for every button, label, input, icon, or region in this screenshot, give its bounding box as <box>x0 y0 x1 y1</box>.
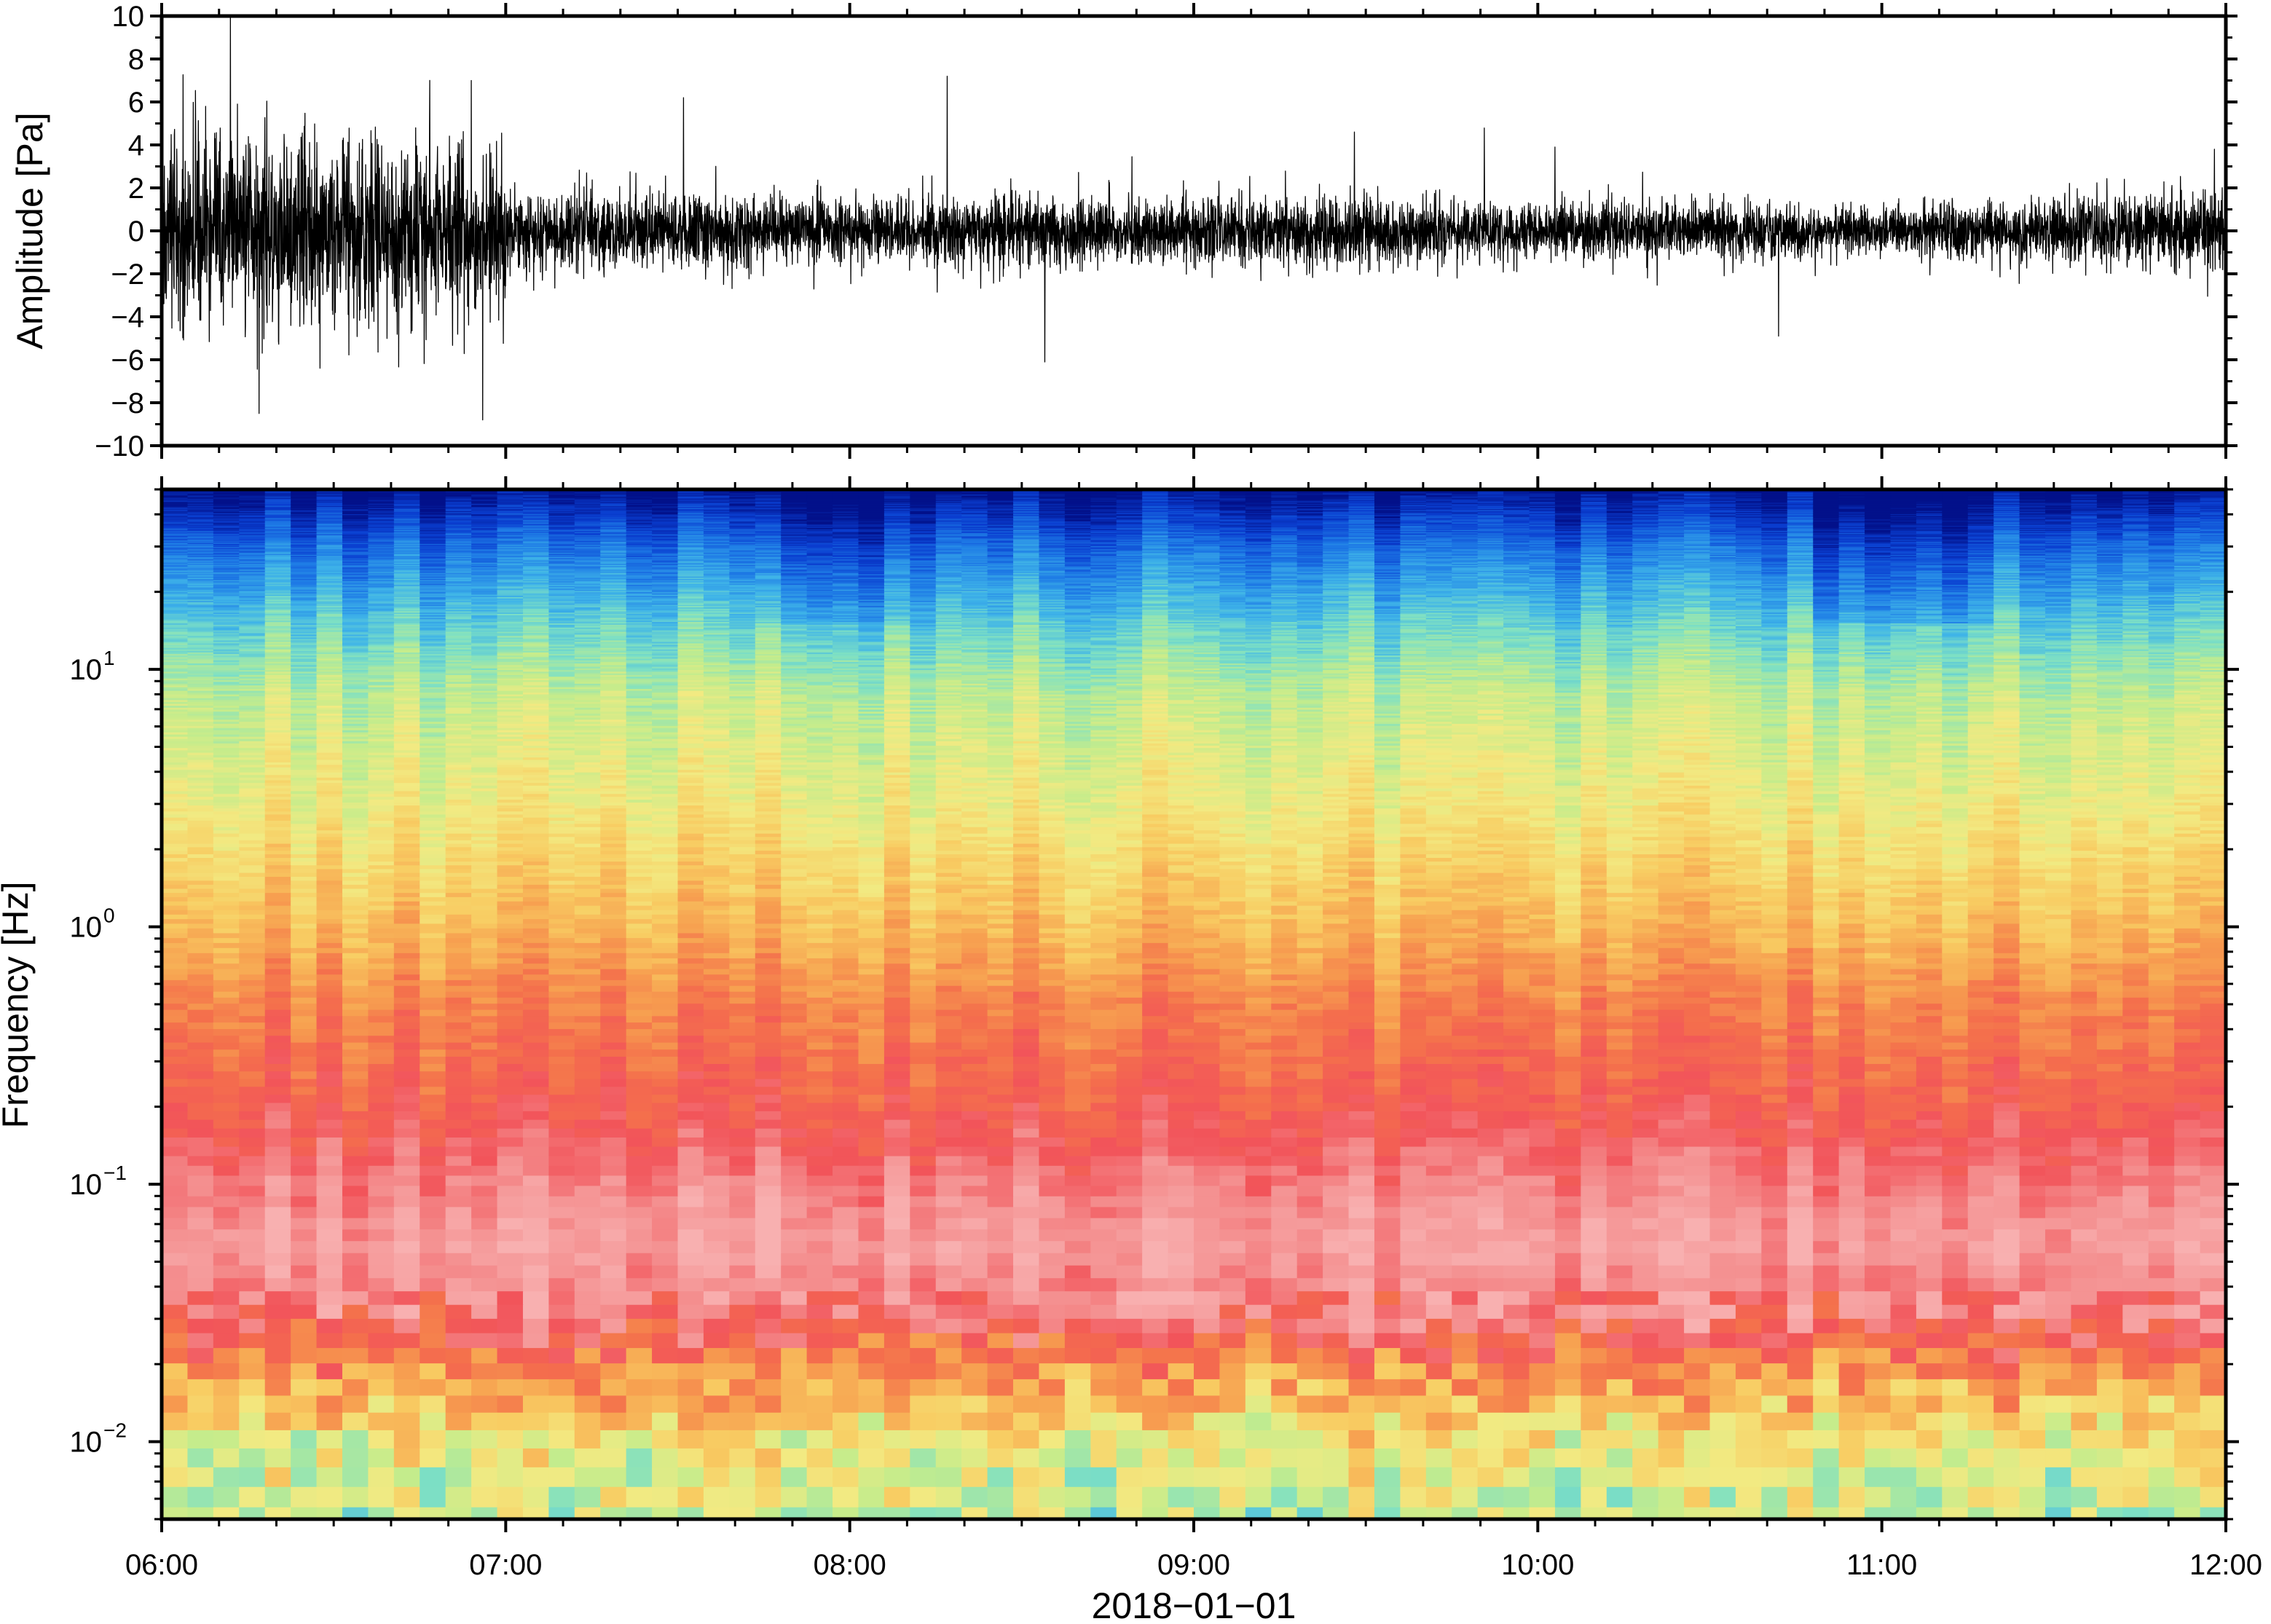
waveform-y-axis-title: Amplitude [Pa] <box>9 112 50 349</box>
waveform-y-tick-label: −10 <box>95 430 144 462</box>
waveform-y-tick-label: 4 <box>128 130 144 162</box>
waveform-y-tick-label: −6 <box>111 344 144 377</box>
waveform-y-tick-label: 8 <box>128 44 144 76</box>
waveform-y-tick-label: 0 <box>128 216 144 248</box>
waveform-y-tick-label: −4 <box>111 301 144 334</box>
waveform-trace <box>162 16 2226 420</box>
waveform-y-tick-label: 10 <box>112 1 145 33</box>
waveform-y-tick-label: −2 <box>111 259 144 291</box>
waveform-y-tick-label: 2 <box>128 173 144 205</box>
waveform-y-tick-label: 6 <box>128 87 144 119</box>
spectrogram-heatmap <box>162 489 2227 1520</box>
waveform-y-tick-label: −8 <box>111 387 144 419</box>
waveform-panel: 10 8 6 4 2 0 −2 −4 −6 −8 −10 Amplitude [Pa] <box>9 1 2237 462</box>
waveform-line <box>162 16 2226 420</box>
